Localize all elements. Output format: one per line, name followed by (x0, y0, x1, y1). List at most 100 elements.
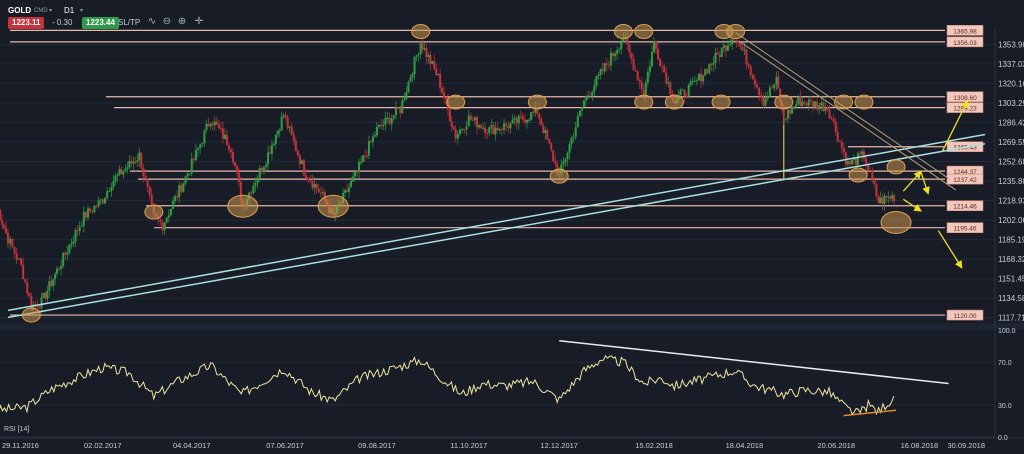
symbol-chevron-icon[interactable]: ▾ (49, 8, 53, 14)
swing-marker (634, 94, 654, 110)
candle-body (132, 161, 135, 164)
candle (724, 44, 727, 58)
candle-body (209, 123, 212, 127)
candle-body (144, 175, 147, 180)
candle-body (233, 162, 236, 167)
line-chart-icon[interactable]: ∿ (147, 16, 157, 27)
candle (360, 155, 363, 166)
candle (290, 123, 293, 137)
time-tick-label: 29.11.2016 (2, 441, 39, 450)
candle-body (550, 143, 553, 151)
candle (601, 62, 604, 75)
candle-body (620, 42, 623, 50)
candle-body (797, 96, 800, 104)
candle (661, 61, 664, 73)
candle-body (564, 159, 567, 163)
candle (205, 119, 208, 134)
candle (764, 92, 767, 109)
candle-body (689, 81, 692, 85)
candle (260, 166, 263, 175)
candle-body (691, 81, 694, 83)
candle (305, 168, 308, 182)
candle-body (585, 96, 588, 101)
candle-body (652, 41, 655, 53)
candle-body (710, 64, 713, 66)
chart-toolbar: GOLD CMD ▾ D1 ▾ 1223.11 - 0.30 1223.44 S… (0, 0, 1024, 30)
timeframe-chevron-icon[interactable]: ▾ (80, 8, 84, 14)
candle-body (544, 130, 547, 133)
candle-body (702, 75, 705, 82)
candle (685, 92, 688, 99)
candle-body (659, 59, 662, 67)
candle-body (122, 171, 125, 175)
projection-arrow (902, 198, 922, 212)
candle (632, 53, 635, 71)
candle-body (650, 52, 653, 67)
candle-body (636, 71, 639, 81)
candle-body (205, 123, 208, 131)
sltp-button[interactable]: SL/TP (118, 18, 141, 27)
candle (369, 139, 372, 144)
candle-body (490, 125, 493, 128)
candle (315, 183, 318, 194)
candle-body (593, 85, 596, 92)
candle-body (834, 121, 837, 132)
candle (663, 63, 666, 73)
candle-body (99, 199, 102, 201)
candle (507, 121, 510, 134)
candle (439, 68, 442, 94)
candle-body (448, 109, 451, 122)
candle (437, 73, 440, 77)
candle (467, 109, 470, 127)
zoom-out-icon[interactable]: ⊖ (162, 16, 172, 27)
candle-body (743, 49, 746, 51)
candle (871, 167, 874, 184)
candle-body (171, 201, 174, 209)
price-change: - 0.30 (52, 18, 73, 27)
candle-body (718, 54, 721, 57)
candle-body (554, 161, 557, 164)
candle (58, 266, 61, 272)
projection-arrow (937, 230, 963, 269)
candle (542, 122, 545, 134)
candle-body (844, 152, 847, 165)
candle-body (48, 281, 51, 292)
candle-body (294, 140, 297, 151)
price-tick-label: 1151.45 (998, 275, 1024, 284)
candle-body (648, 66, 651, 73)
candle (646, 68, 649, 87)
candle (42, 292, 45, 299)
candle-body (319, 192, 322, 194)
candle (634, 65, 637, 72)
crosshair-icon[interactable]: ✛ (194, 16, 204, 27)
candle-body (893, 195, 896, 201)
candle-body (76, 230, 79, 232)
price-tick-label: 1337.03 (998, 60, 1024, 69)
candle-body (118, 169, 121, 175)
candle-body (799, 96, 802, 106)
candle (178, 181, 181, 203)
candle-body (40, 297, 43, 309)
candle-body (280, 116, 283, 131)
candle-body (768, 87, 771, 97)
candle-body (309, 179, 312, 182)
timeframe-label[interactable]: D1 (64, 6, 75, 15)
candle-body (401, 100, 404, 114)
candle (213, 116, 216, 131)
candle-body (192, 158, 195, 160)
candle (795, 100, 798, 109)
bid-price[interactable]: 1223.11 (8, 17, 45, 29)
ask-price[interactable]: 1223.44 (82, 17, 119, 29)
candle-body (176, 196, 179, 198)
candle (702, 74, 705, 86)
candle (842, 143, 845, 158)
symbol-label[interactable]: GOLD (8, 6, 32, 15)
zoom-in-icon[interactable]: ⊕ (177, 16, 187, 27)
price-tick-label: 1218.93 (998, 197, 1024, 206)
candle-body (614, 53, 617, 56)
candle (683, 89, 686, 103)
candle (706, 68, 709, 75)
candle (659, 57, 662, 67)
candle (265, 161, 268, 171)
